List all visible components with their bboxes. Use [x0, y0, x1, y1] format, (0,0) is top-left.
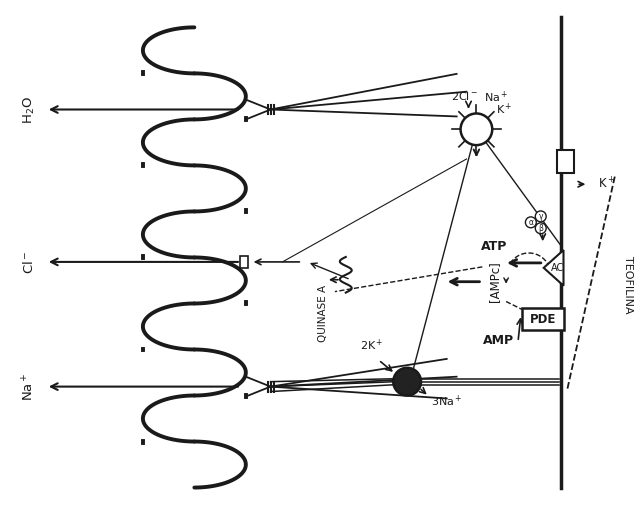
FancyBboxPatch shape — [557, 150, 574, 173]
FancyBboxPatch shape — [522, 308, 564, 330]
Circle shape — [393, 368, 421, 395]
Text: 3Na$^+$: 3Na$^+$ — [431, 393, 462, 409]
Text: H$_2$O: H$_2$O — [22, 95, 37, 124]
Text: TEOFILINA: TEOFILINA — [623, 256, 633, 313]
FancyBboxPatch shape — [240, 256, 248, 268]
Text: Na$^+$: Na$^+$ — [484, 89, 508, 104]
Circle shape — [535, 211, 546, 222]
Text: γ: γ — [538, 212, 543, 221]
Text: QUINASE A: QUINASE A — [318, 285, 328, 342]
Text: ATP: ATP — [481, 240, 507, 253]
Text: K$^+$: K$^+$ — [496, 101, 513, 117]
Text: α: α — [528, 218, 533, 227]
Text: [AMPc]: [AMPc] — [488, 261, 501, 302]
Text: 2Cl$^-$: 2Cl$^-$ — [451, 90, 478, 101]
Text: 2K$^+$: 2K$^+$ — [359, 338, 384, 353]
Text: Cl$^-$: Cl$^-$ — [22, 250, 36, 274]
Text: AC: AC — [551, 263, 564, 273]
Circle shape — [526, 217, 536, 228]
Text: β: β — [538, 224, 543, 233]
Circle shape — [460, 114, 492, 145]
Polygon shape — [544, 250, 564, 285]
Text: K$^+$: K$^+$ — [598, 176, 616, 192]
Circle shape — [535, 223, 546, 234]
Text: PDE: PDE — [529, 313, 556, 326]
Text: Na$^+$: Na$^+$ — [22, 372, 37, 401]
Text: AMP: AMP — [482, 334, 514, 347]
